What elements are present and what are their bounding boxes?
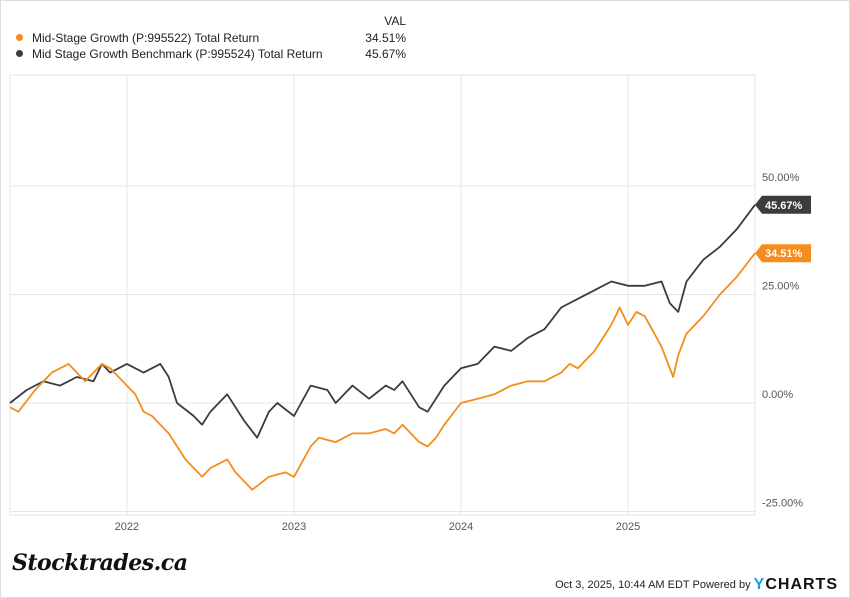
y-tick-label: 50.00%: [762, 172, 800, 184]
legend-label: Mid-Stage Growth (P:995522) Total Return: [32, 31, 260, 45]
legend-value: 34.51%: [365, 31, 406, 45]
ycharts-text: CHARTS: [765, 576, 838, 593]
x-tick-label: 2022: [115, 521, 139, 533]
value-flag-label: 34.51%: [765, 248, 803, 260]
legend-item-mid-stage[interactable]: Mid-Stage Growth (P:995522) Total Return: [16, 31, 259, 45]
legend-header: VAL: [384, 14, 406, 28]
y-tick-label: -25.00%: [762, 498, 803, 510]
stocktrades-logo: Stocktrades.ca: [12, 550, 188, 576]
value-flag-label: 45.67%: [765, 200, 803, 212]
x-tick-label: 2024: [449, 521, 473, 533]
ycharts-logo[interactable]: YCHARTS: [754, 576, 838, 593]
legend-value: 45.67%: [365, 47, 406, 61]
x-tick-label: 2023: [282, 521, 306, 533]
series-line: [9, 252, 756, 491]
series-dot-icon: [16, 34, 23, 41]
legend-item-benchmark[interactable]: Mid Stage Growth Benchmark (P:995524) To…: [16, 47, 323, 61]
powered-by: Powered by: [692, 579, 751, 591]
series-dot-icon: [16, 50, 23, 57]
series-line: [9, 204, 756, 439]
y-tick-label: 0.00%: [762, 389, 793, 401]
value-flag: [755, 244, 811, 263]
timestamp: Oct 3, 2025, 10:44 AM EDT: [555, 579, 690, 591]
ycharts-y: Y: [753, 576, 766, 593]
value-flag: [755, 195, 811, 214]
legend-label: Mid Stage Growth Benchmark (P:995524) To…: [32, 47, 323, 61]
footer: Oct 3, 2025, 10:44 AM EDT Powered by YCH…: [555, 576, 838, 594]
y-tick-label: 25.00%: [762, 281, 800, 293]
x-tick-label: 2025: [616, 521, 640, 533]
